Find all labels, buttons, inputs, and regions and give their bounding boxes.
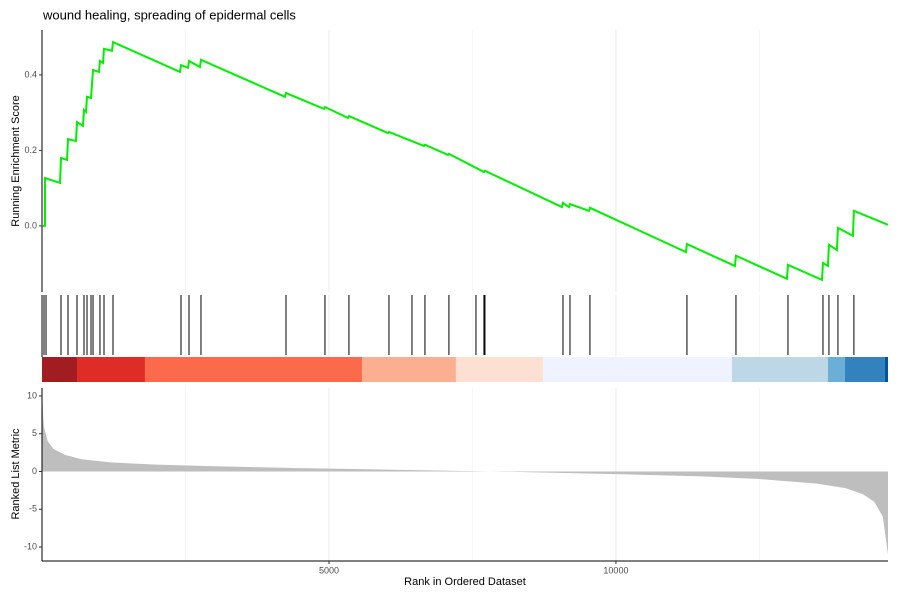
y-axis-label: Running Enrichment Score [10,95,22,226]
x-tick-label: 10000 [603,565,628,575]
color-bar-segment [455,357,543,382]
color-bar-segment [42,357,78,382]
color-bar-segment [144,357,362,382]
y-axis-label: Ranked List Metric [10,428,22,520]
y-tick-label: -10 [24,541,37,551]
x-axis-label: Rank in Ordered Dataset [404,576,526,588]
y-tick-label: 0 [32,466,37,476]
y-tick-label: 5 [32,428,37,438]
es-line [42,40,889,282]
y-tick-label: 0.4 [24,69,37,79]
color-bar-segment [884,357,888,382]
chart-title: wound healing, spreading of epidermal ce… [42,7,296,22]
y-tick-label: 0.0 [24,220,37,230]
color-bar-segment [731,357,828,382]
y-tick-label: 10 [27,390,37,400]
x-tick-label: 5000 [319,565,339,575]
color-bar-segment [827,357,845,382]
y-tick-label: 0.2 [24,145,37,155]
color-bar-segment [844,357,885,382]
color-bar-segment [77,357,145,382]
color-bar-segment [542,357,732,382]
y-tick-label: -5 [29,504,37,514]
color-bar-segment [361,357,456,382]
metric-area [42,392,889,555]
